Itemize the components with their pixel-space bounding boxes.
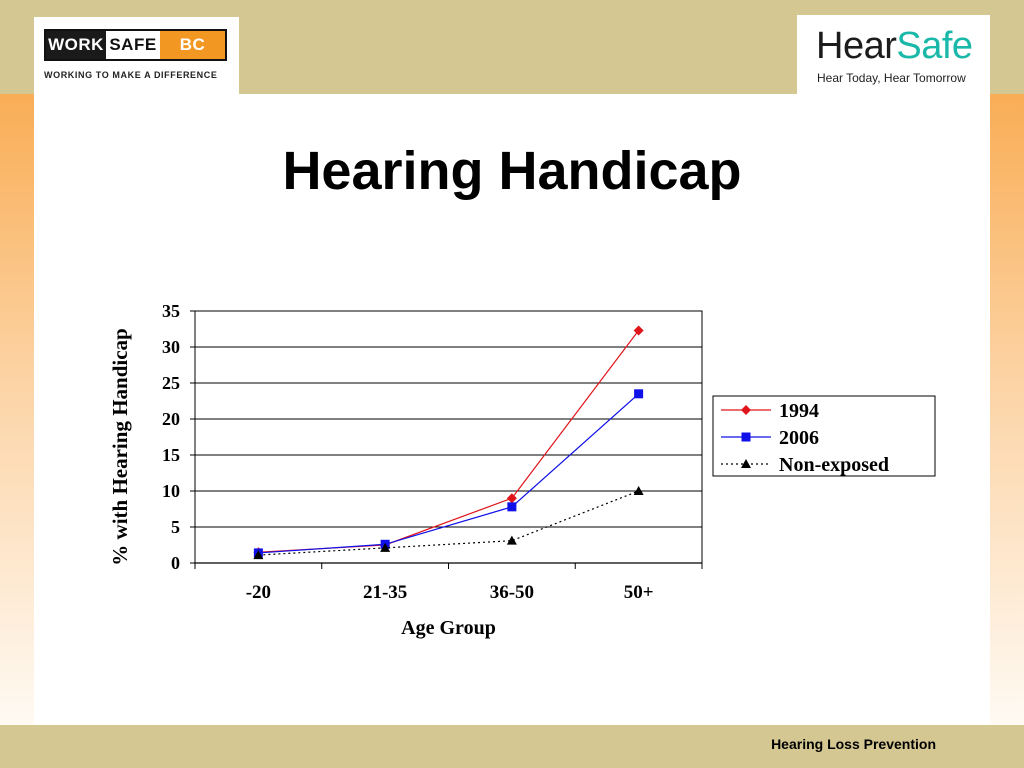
worksafebc-logo: WORK SAFE BC WORKING TO MAKE A DIFFERENC… xyxy=(34,17,239,94)
data-point xyxy=(634,389,644,399)
chart-series xyxy=(253,325,644,560)
chart-legend: 1994 2006 Non-exposed xyxy=(712,395,936,477)
left-side-band xyxy=(0,94,34,725)
y-tick-label: 15 xyxy=(162,445,180,465)
y-tick-label: 35 xyxy=(162,301,180,321)
hearsafe-word-safe: Safe xyxy=(896,25,973,67)
x-tick-label: 36-50 xyxy=(490,582,534,603)
x-axis-title: Age Group xyxy=(401,617,496,639)
x-tick-label: 21-35 xyxy=(363,582,407,603)
legend-label: 1994 xyxy=(779,400,819,422)
logo-safe-segment: SAFE xyxy=(106,31,160,59)
legend-marker xyxy=(741,405,751,415)
footer-band xyxy=(0,725,1024,768)
data-point xyxy=(507,502,517,512)
worksafebc-wordmark: WORK SAFE BC xyxy=(44,29,227,61)
hearsafe-tagline: Hear Today, Hear Tomorrow xyxy=(817,71,966,85)
footer-text: Hearing Loss Prevention xyxy=(771,736,936,752)
legend-label: 2006 xyxy=(779,427,819,449)
data-point xyxy=(380,542,391,552)
y-tick-label: 20 xyxy=(162,409,180,429)
data-point xyxy=(506,493,517,504)
worksafebc-tagline: WORKING TO MAKE A DIFFERENCE xyxy=(44,70,218,80)
data-point xyxy=(253,550,264,560)
data-point xyxy=(506,535,517,545)
series-line-non-exposed xyxy=(258,490,639,556)
y-tick-label: 0 xyxy=(171,553,180,573)
logo-bc-segment: BC xyxy=(160,31,225,59)
chart-axes: 0 5 10 15 20 25 30 35 -20 21-35 36-50 50+ Age Group%… xyxy=(108,301,703,639)
hearsafe-logo: HearSafe Hear Today, Hear Tomorrow xyxy=(797,15,990,101)
y-tick-label: 30 xyxy=(162,337,180,357)
legend-marker xyxy=(741,432,751,442)
y-tick-label: 10 xyxy=(162,481,180,501)
y-tick-label: 5 xyxy=(171,517,180,537)
series-line-2006 xyxy=(258,393,640,554)
hearsafe-word-hear: Hear xyxy=(816,25,897,67)
logo-work-segment: WORK xyxy=(46,31,106,59)
right-side-band xyxy=(990,94,1024,725)
y-tick-label: 25 xyxy=(162,373,180,393)
legend-marker xyxy=(741,459,751,468)
hearsafe-wordmark: HearSafe xyxy=(816,23,973,69)
slide-title: Hearing Handicap xyxy=(282,141,742,201)
y-axis-title: % with Hearing Handicap xyxy=(108,328,132,565)
data-point xyxy=(633,325,644,336)
x-tick-label: 50+ xyxy=(624,582,654,603)
legend-label: Non-exposed xyxy=(779,454,889,476)
data-point xyxy=(633,486,644,495)
x-tick-label: -20 xyxy=(246,582,271,603)
